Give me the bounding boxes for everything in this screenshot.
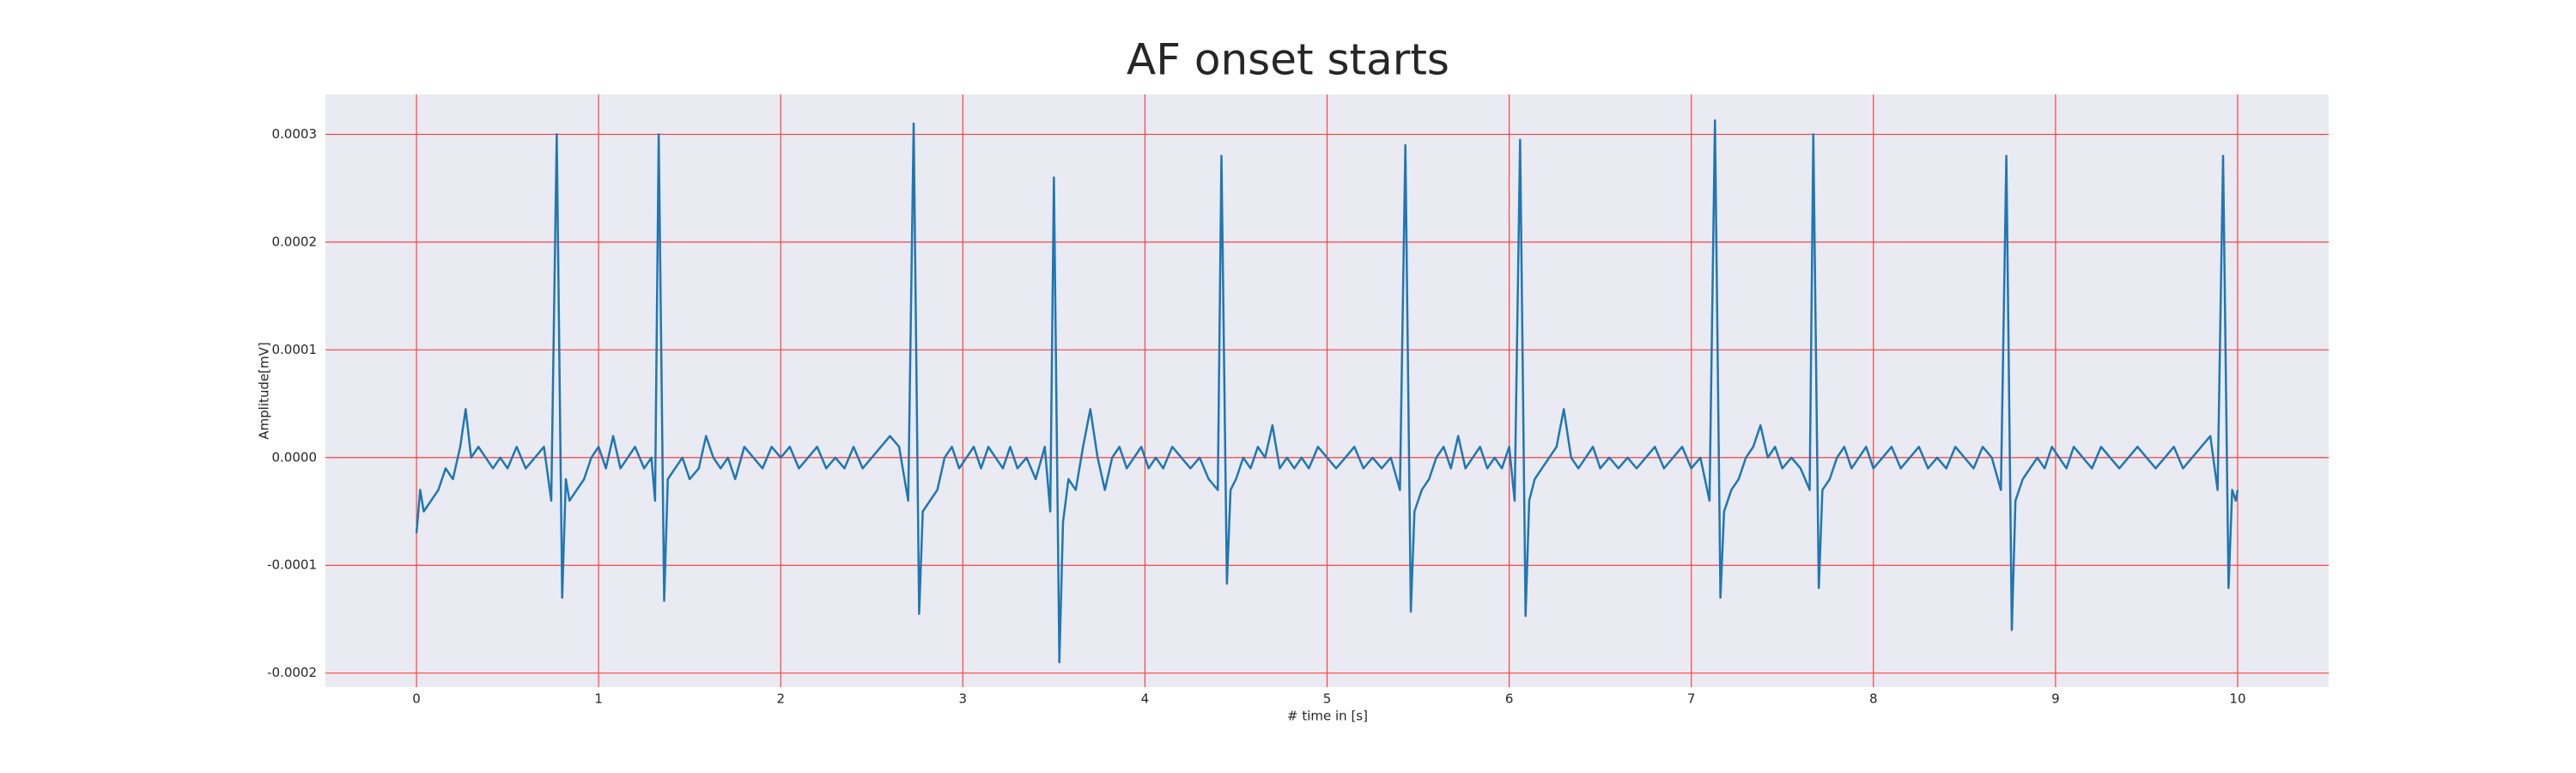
x-axis-label: # time in [s] [1287,709,1368,724]
y-tick-label: 0.0001 [272,342,318,357]
x-tick-label: 10 [2229,691,2245,707]
signal-line [415,119,2239,664]
x-tick-label: 1 [594,691,603,707]
x-tick-label: 6 [1505,691,1514,707]
y-tick-label: -0.0001 [267,557,317,573]
x-tick-label: 5 [1323,691,1332,707]
x-tick-label: 8 [1869,691,1878,707]
chart-title: AF onset starts [1127,35,1449,85]
x-tick-label: 9 [2051,691,2060,707]
y-tick-label: 0.0002 [272,234,318,249]
y-tick-label: -0.0002 [267,665,317,680]
x-tick-label: 4 [1141,691,1150,707]
y-tick-label: 0.0003 [272,126,318,142]
y-axis-label: Amplitude[mV] [257,342,272,439]
x-tick-label: 0 [412,691,421,707]
y-tick-label: 0.0000 [272,449,318,465]
x-tick-label: 3 [959,691,968,707]
x-tick-label: 7 [1687,691,1696,707]
x-tick-label: 2 [776,691,785,707]
